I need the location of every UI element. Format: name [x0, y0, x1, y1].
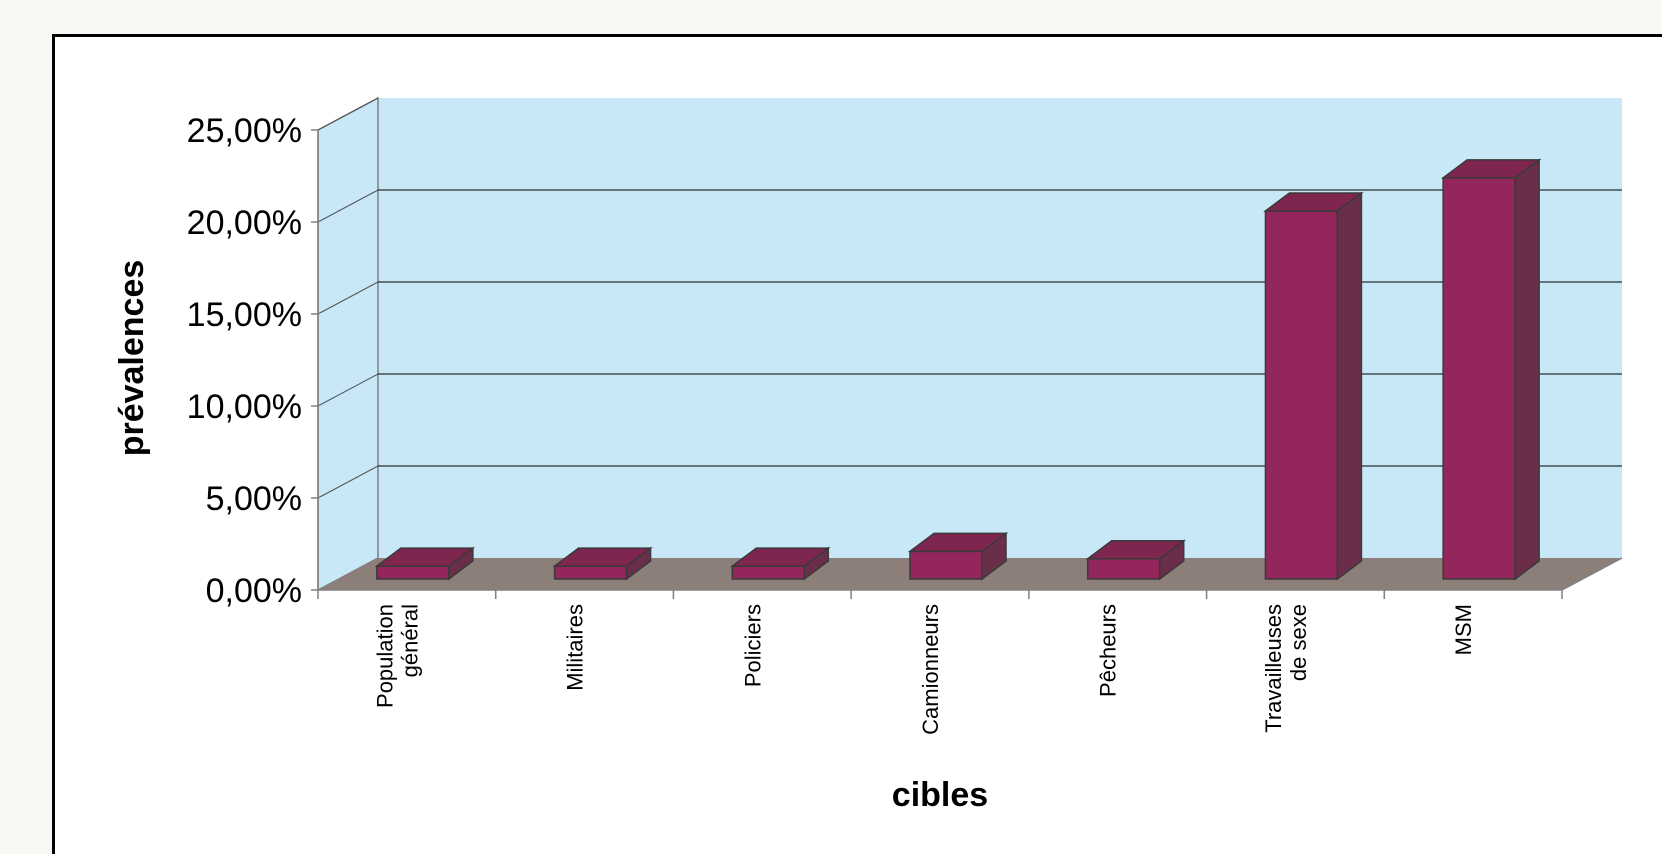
gridline-side	[317, 97, 379, 131]
x-category-label: MSM	[1451, 604, 1476, 655]
x-category-label: Population général	[372, 604, 422, 708]
x-category-label: Pêcheurs	[1096, 604, 1121, 697]
y-tick-label: 0,00%	[206, 572, 302, 610]
bar	[1263, 191, 1364, 581]
y-tick-label: 25,00%	[187, 112, 302, 150]
bar-top	[1440, 159, 1542, 179]
gridlines	[317, 97, 1622, 499]
y-tick-label: 5,00%	[206, 480, 302, 518]
bar-side	[1336, 191, 1363, 581]
bar	[552, 546, 653, 581]
bar	[907, 531, 1009, 581]
bar-front	[376, 565, 450, 580]
bar	[730, 546, 831, 581]
y-tick-label: 10,00%	[187, 388, 302, 426]
bar-top	[1085, 540, 1186, 560]
x-category-label-line: Pêcheurs	[1096, 604, 1121, 697]
gridline-side	[317, 189, 379, 223]
axes	[317, 130, 1623, 599]
bar	[374, 546, 476, 581]
bar-front	[1086, 558, 1161, 580]
bar-top	[907, 532, 1009, 553]
back-wall	[378, 98, 1622, 558]
gridline-side	[317, 373, 379, 407]
y-tick-label: 20,00%	[187, 204, 302, 242]
bar-top	[1263, 192, 1364, 212]
bar-front	[731, 565, 806, 580]
bar	[1085, 539, 1186, 581]
bar-front	[909, 550, 983, 580]
bar-front	[1442, 177, 1516, 580]
bar-top	[730, 547, 831, 567]
bar-top	[374, 547, 476, 567]
x-axis-title: cibles	[892, 776, 988, 814]
bar-front	[553, 565, 628, 580]
x-category-labels: Population général Militaires Policiers Cami…	[372, 604, 1476, 735]
chart-walls	[317, 96, 1622, 592]
x-category-label: Militaires	[563, 604, 588, 691]
y-tick-labels: 0,00% 5,00% 10,00% 15,00% 20,00% 25,00%	[187, 112, 318, 610]
x-category-label-line: Travailleuses	[1261, 604, 1286, 733]
x-category-label-line: Militaires	[563, 604, 588, 691]
x-category-label-line: général	[397, 604, 422, 677]
bar	[1440, 158, 1542, 581]
y-axis-title: prévalences	[113, 260, 151, 457]
x-category-label: Camionneurs	[918, 604, 943, 735]
y-tick-label: 15,00%	[187, 296, 302, 334]
gridline-side	[317, 281, 379, 315]
bar-front	[1264, 210, 1339, 580]
bar-side	[1514, 158, 1540, 581]
x-category-label-line: de sexe	[1286, 604, 1311, 681]
x-category-label: Policiers	[740, 604, 765, 687]
floor-right-edge	[1561, 557, 1623, 591]
x-category-label-line: MSM	[1451, 604, 1476, 655]
side-wall	[317, 96, 379, 592]
bars	[374, 158, 1542, 581]
gridline-side	[317, 465, 379, 499]
x-category-label: Travailleuses de sexe	[1261, 604, 1311, 733]
x-category-label-line: Population	[372, 604, 397, 708]
x-category-label-line: Camionneurs	[918, 604, 943, 735]
x-category-label-line: Policiers	[740, 604, 765, 687]
bar-top	[552, 547, 653, 567]
